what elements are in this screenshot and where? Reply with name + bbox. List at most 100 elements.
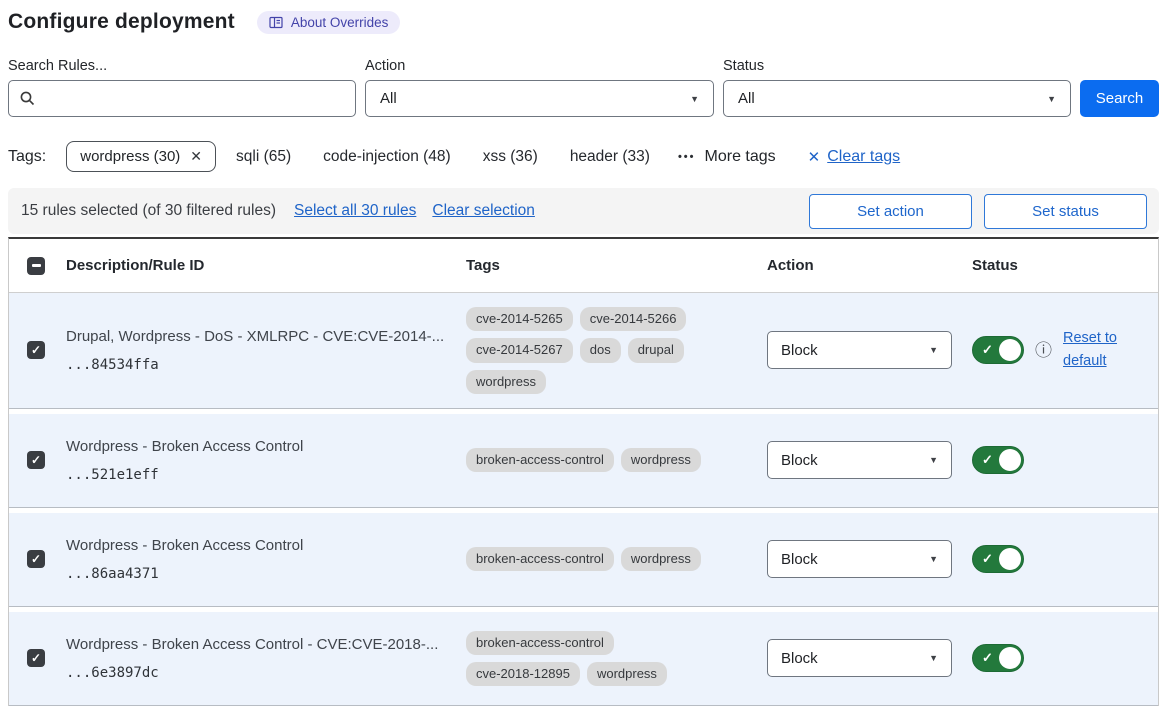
more-tags-button[interactable]: ••• More tags bbox=[678, 148, 776, 166]
selected-tag-chip[interactable]: wordpress (30) ✕ bbox=[66, 141, 217, 172]
select-all-link[interactable]: Select all 30 rules bbox=[294, 202, 417, 219]
tag-filter[interactable]: xss (36) bbox=[482, 147, 538, 165]
chevron-down-icon: ▼ bbox=[929, 455, 938, 466]
reset-to-default-link[interactable]: Reset to default bbox=[1063, 330, 1117, 370]
row-checkbox[interactable]: ✓ bbox=[27, 451, 45, 470]
row-description-cell: Drupal, Wordpress - DoS - XMLRPC - CVE:C… bbox=[66, 328, 466, 373]
table-row: ✓ Drupal, Wordpress - DoS - XMLRPC - CVE… bbox=[9, 293, 1158, 409]
indeterminate-mark bbox=[31, 264, 41, 267]
header-action: Action bbox=[767, 257, 814, 274]
action-value: Block bbox=[781, 451, 818, 469]
check-icon: ✓ bbox=[30, 343, 42, 358]
chevron-down-icon: ▼ bbox=[929, 653, 938, 664]
row-description-cell: Wordpress - Broken Access Control ...86a… bbox=[66, 537, 466, 582]
rule-tag-pill: dos bbox=[579, 338, 621, 363]
rule-description: Wordpress - Broken Access Control bbox=[66, 536, 304, 554]
rule-description: Drupal, Wordpress - DoS - XMLRPC - CVE:C… bbox=[66, 327, 445, 345]
book-icon bbox=[269, 16, 283, 29]
row-checkbox-cell: ✓ bbox=[9, 550, 66, 569]
rules-table: Description/Rule ID Tags Action Status ✓… bbox=[8, 237, 1159, 706]
chevron-down-icon: ▼ bbox=[690, 93, 699, 104]
status-toggle[interactable]: ✓ bbox=[972, 336, 1024, 365]
rule-tag-pill: drupal bbox=[627, 338, 684, 363]
rule-description: Wordpress - Broken Access Control bbox=[66, 437, 304, 455]
rule-description: Wordpress - Broken Access Control - CVE:… bbox=[66, 635, 439, 653]
tag-filter[interactable]: sqli (65) bbox=[236, 147, 292, 165]
status-toggle[interactable]: ✓ bbox=[972, 545, 1024, 574]
rule-tag-pill: cve-2014-5267 bbox=[466, 338, 573, 363]
action-filter-label: Action bbox=[365, 58, 406, 74]
action-value: Block bbox=[781, 550, 818, 568]
toggle-knob bbox=[999, 449, 1021, 472]
row-status-cell: ✓ ⓘ Reset to default bbox=[972, 327, 1158, 373]
row-status-cell: ✓ ⓘ bbox=[972, 644, 1158, 673]
chevron-down-icon: ▼ bbox=[929, 345, 938, 356]
row-checkbox[interactable]: ✓ bbox=[27, 550, 45, 569]
row-description-cell: Wordpress - Broken Access Control - CVE:… bbox=[66, 636, 466, 681]
table-header-row: Description/Rule ID Tags Action Status bbox=[9, 239, 1158, 293]
tags-bar: Tags: wordpress (30) ✕ sqli (65) code-inj… bbox=[8, 141, 1159, 172]
action-select[interactable]: Block ▼ bbox=[767, 441, 952, 480]
row-checkbox-cell: ✓ bbox=[9, 341, 66, 360]
table-row: ✓ Wordpress - Broken Access Control - CV… bbox=[9, 611, 1158, 706]
clear-selection-link[interactable]: Clear selection bbox=[432, 202, 535, 219]
toggle-knob bbox=[999, 647, 1021, 670]
rule-id: ...86aa4371 bbox=[66, 565, 159, 582]
action-filter-select[interactable]: All ▼ bbox=[365, 80, 714, 117]
remove-tag-icon[interactable]: ✕ bbox=[190, 148, 203, 164]
rule-tag-pill: wordpress bbox=[466, 369, 546, 394]
tag-filter[interactable]: code-injection (48) bbox=[323, 147, 451, 165]
page-header: Configure deployment About Overrides bbox=[8, 10, 1159, 34]
rule-tag-pill: cve-2018-12895 bbox=[466, 661, 580, 686]
search-rules-input[interactable] bbox=[43, 81, 355, 116]
select-all-checkbox[interactable] bbox=[27, 256, 45, 275]
about-overrides-label: About Overrides bbox=[290, 14, 389, 30]
info-icon[interactable]: ⓘ bbox=[1035, 340, 1052, 360]
row-checkbox[interactable]: ✓ bbox=[27, 341, 45, 360]
row-status-cell: ✓ ⓘ bbox=[972, 545, 1158, 574]
search-input-wrapper bbox=[8, 80, 356, 117]
row-checkbox[interactable]: ✓ bbox=[27, 649, 45, 668]
search-button[interactable]: Search bbox=[1080, 80, 1159, 117]
row-action-cell: Block ▼ bbox=[767, 441, 972, 480]
chevron-down-icon: ▼ bbox=[1047, 93, 1056, 104]
action-select[interactable]: Block ▼ bbox=[767, 639, 952, 678]
rule-tag-pill: broken-access-control bbox=[466, 547, 614, 572]
rule-id: ...521e1eff bbox=[66, 466, 159, 483]
status-filter-field: Status All ▼ bbox=[723, 58, 1071, 117]
action-select[interactable]: Block ▼ bbox=[767, 331, 952, 370]
action-select[interactable]: Block ▼ bbox=[767, 540, 952, 579]
header-description: Description/Rule ID bbox=[66, 257, 205, 274]
row-tags-cell: cve-2014-5265 cve-2014-5266 cve-2014-5267 d… bbox=[466, 307, 767, 394]
rule-id: ...84534ffa bbox=[66, 356, 159, 373]
clear-tags-link[interactable]: ✕ Clear tags bbox=[808, 148, 901, 166]
set-action-button[interactable]: Set action bbox=[809, 193, 972, 229]
rule-tag-pill: wordpress bbox=[586, 661, 667, 686]
selection-summary: 15 rules selected (of 30 filtered rules) bbox=[21, 202, 277, 219]
row-status-cell: ✓ ⓘ bbox=[972, 446, 1158, 475]
about-overrides-badge[interactable]: About Overrides bbox=[256, 10, 401, 34]
rule-tag-pill: wordpress bbox=[620, 547, 701, 572]
row-action-cell: Block ▼ bbox=[767, 331, 972, 370]
check-icon: ✓ bbox=[30, 552, 42, 567]
row-checkbox-cell: ✓ bbox=[9, 649, 66, 668]
status-toggle[interactable]: ✓ bbox=[972, 446, 1024, 475]
clear-x-icon: ✕ bbox=[807, 148, 821, 166]
search-rules-label: Search Rules... bbox=[8, 58, 108, 74]
set-status-button[interactable]: Set status bbox=[984, 193, 1147, 229]
tag-filter[interactable]: header (33) bbox=[569, 147, 650, 165]
status-toggle[interactable]: ✓ bbox=[972, 644, 1024, 673]
selected-tag-label: wordpress (30) bbox=[80, 148, 181, 165]
rule-tag-pill: cve-2014-5266 bbox=[579, 307, 687, 332]
status-filter-select[interactable]: All ▼ bbox=[723, 80, 1071, 117]
rule-tag-pill: broken-access-control bbox=[466, 448, 614, 473]
rule-tag-pill: cve-2014-5265 bbox=[466, 307, 573, 332]
ellipsis-icon: ••• bbox=[677, 150, 696, 163]
clear-tags-label: Clear tags bbox=[827, 147, 901, 165]
table-body: ✓ Drupal, Wordpress - DoS - XMLRPC - CVE… bbox=[9, 293, 1158, 706]
row-checkbox-cell: ✓ bbox=[9, 451, 66, 470]
filter-bar: Search Rules... Action All ▼ Status bbox=[8, 58, 1159, 117]
toggle-check-icon: ✓ bbox=[982, 551, 993, 567]
row-description-cell: Wordpress - Broken Access Control ...521… bbox=[66, 438, 466, 483]
